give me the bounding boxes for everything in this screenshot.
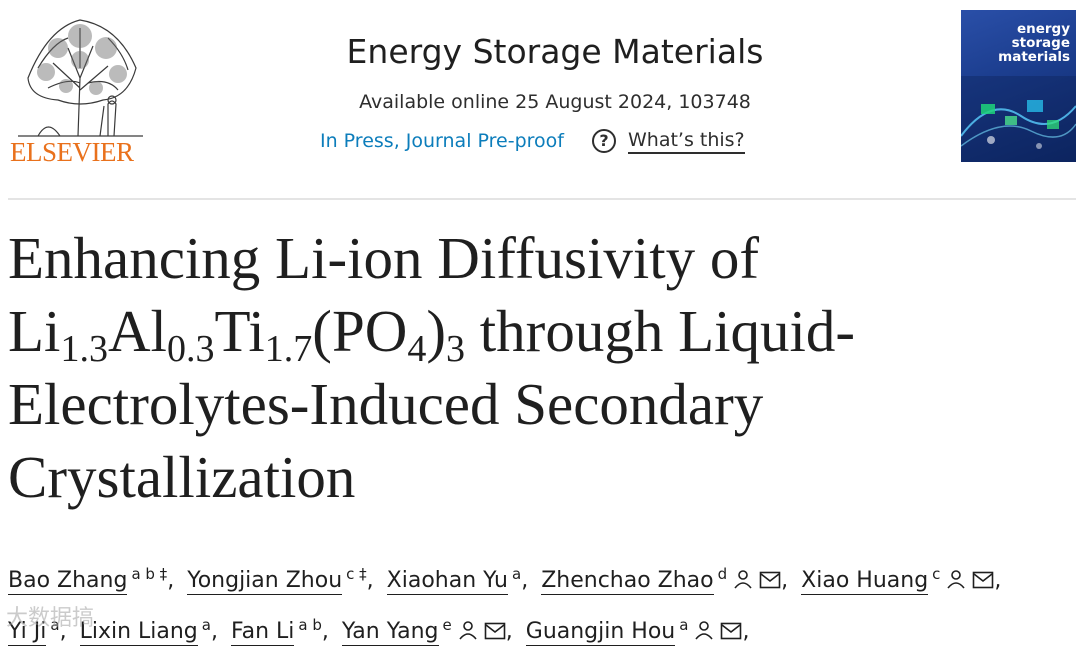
author-separator: , [210, 619, 218, 644]
author-name-link[interactable]: Xiaohan Yu [386, 568, 508, 595]
author-list: Bao Zhang a b ‡, Yongjian Zhou c ‡, Xiaoha… [8, 553, 1076, 655]
cover-title: energy storage materials [998, 22, 1070, 64]
mail-icon[interactable] [720, 613, 742, 655]
author-separator: , [994, 568, 1002, 593]
author-affiliation-marker[interactable]: a [50, 616, 60, 634]
author-item: Fan Li a b [230, 616, 322, 646]
author-name-link[interactable]: Guangjin Hou [525, 619, 676, 646]
cover-title-line: energy [1016, 21, 1070, 37]
person-icon[interactable] [694, 613, 714, 655]
author-separator: , [742, 619, 750, 644]
whats-this-label: What’s this? [627, 128, 745, 154]
header-divider [8, 198, 1076, 200]
author-affiliation-marker[interactable]: a b ‡ [131, 565, 168, 583]
author-affiliation-marker[interactable]: a [679, 616, 689, 634]
author-affiliation-marker[interactable]: a [512, 565, 522, 583]
author-item: Yan Yang e [341, 616, 506, 646]
author-separator: , [521, 568, 529, 593]
author-item: Guangjin Hou a [525, 616, 743, 646]
title-line: Electrolytes-Induced Secondary [8, 371, 764, 437]
available-online-date: Available online 25 August 2024, 103748 [359, 91, 751, 113]
author-affiliation-marker[interactable]: a [201, 616, 211, 634]
article-title: Enhancing Li-ion Diffusivity of Li1.3Al0… [8, 222, 968, 514]
author-affiliation-marker[interactable]: e [442, 616, 452, 634]
elsevier-tree-logo-icon[interactable] [8, 8, 150, 168]
author-item: Yi Ji a [8, 616, 60, 646]
article-header: ELSEVIER Energy Storage Materials Availa… [0, 0, 1080, 200]
person-icon[interactable] [458, 613, 478, 655]
author-name-link[interactable]: Yan Yang [341, 619, 439, 646]
title-line: through Liquid- [465, 298, 856, 364]
author-affiliation-marker[interactable]: d [717, 565, 728, 583]
author-item: Bao Zhang a b ‡ [8, 565, 168, 595]
author-name-link[interactable]: Yongjian Zhou [187, 568, 343, 595]
in-press-link[interactable]: In Press, Journal Pre-proof [320, 130, 564, 152]
publisher-name: ELSEVIER [10, 137, 134, 167]
title-line: Enhancing Li-ion Diffusivity of [8, 225, 760, 291]
author-item: Yongjian Zhou c ‡ [187, 565, 367, 595]
author-item: Xiao Huang c [801, 565, 994, 595]
author-name-link[interactable]: Bao Zhang [8, 568, 128, 595]
cover-title-line: storage [1011, 35, 1070, 51]
mail-icon[interactable] [759, 562, 781, 604]
person-icon[interactable] [733, 562, 753, 604]
author-separator: , [321, 619, 329, 644]
author-item: Zhenchao Zhao d [541, 565, 781, 595]
author-name-link[interactable]: Yi Ji [8, 619, 47, 646]
journal-cover-image[interactable]: energy storage materials [961, 10, 1076, 162]
author-affiliation-marker[interactable]: a b [298, 616, 322, 634]
author-separator: , [781, 568, 789, 593]
author-separator: , [167, 568, 175, 593]
cover-artwork-icon [961, 76, 1076, 162]
author-affiliation-marker[interactable]: c ‡ [346, 565, 367, 583]
author-separator: , [505, 619, 513, 644]
title-line: Crystallization [8, 444, 356, 510]
mail-icon[interactable] [484, 613, 506, 655]
article-status-row: In Press, Journal Pre-proof ? What’s thi… [320, 125, 745, 157]
journal-title-link[interactable]: Energy Storage Materials [346, 32, 764, 71]
author-affiliation-marker[interactable]: c [932, 565, 941, 583]
person-icon[interactable] [946, 562, 966, 604]
author-name-link[interactable]: Fan Li [230, 619, 295, 646]
cover-title-line: materials [998, 49, 1070, 65]
whats-this-button[interactable]: ? What’s this? [591, 128, 745, 154]
question-circle-icon: ? [591, 129, 616, 153]
mail-icon[interactable] [972, 562, 994, 604]
author-separator: , [366, 568, 374, 593]
author-item: Xiaohan Yu a [386, 565, 522, 595]
author-name-link[interactable]: Xiao Huang [801, 568, 929, 595]
title-formula: Li1.3Al0.3Ti1.7(PO4)3 [8, 298, 466, 370]
author-name-link[interactable]: Zhenchao Zhao [541, 568, 714, 595]
author-separator: , [59, 619, 67, 644]
author-item: Lixin Liang a [79, 616, 211, 646]
author-name-link[interactable]: Lixin Liang [79, 619, 198, 646]
